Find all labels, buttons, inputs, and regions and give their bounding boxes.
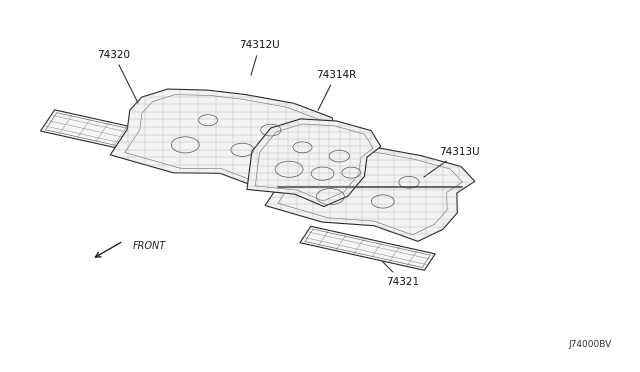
Text: 74321: 74321: [382, 261, 419, 287]
Text: J74000BV: J74000BV: [568, 340, 612, 349]
Polygon shape: [300, 226, 435, 270]
Text: 74312U: 74312U: [239, 41, 280, 75]
Text: 74320: 74320: [97, 49, 138, 103]
Polygon shape: [110, 89, 339, 188]
Polygon shape: [265, 145, 475, 241]
Text: 74313U: 74313U: [424, 147, 480, 177]
Text: 74314R: 74314R: [316, 70, 356, 110]
Text: FRONT: FRONT: [133, 241, 166, 251]
Polygon shape: [40, 110, 200, 163]
Polygon shape: [247, 119, 381, 206]
